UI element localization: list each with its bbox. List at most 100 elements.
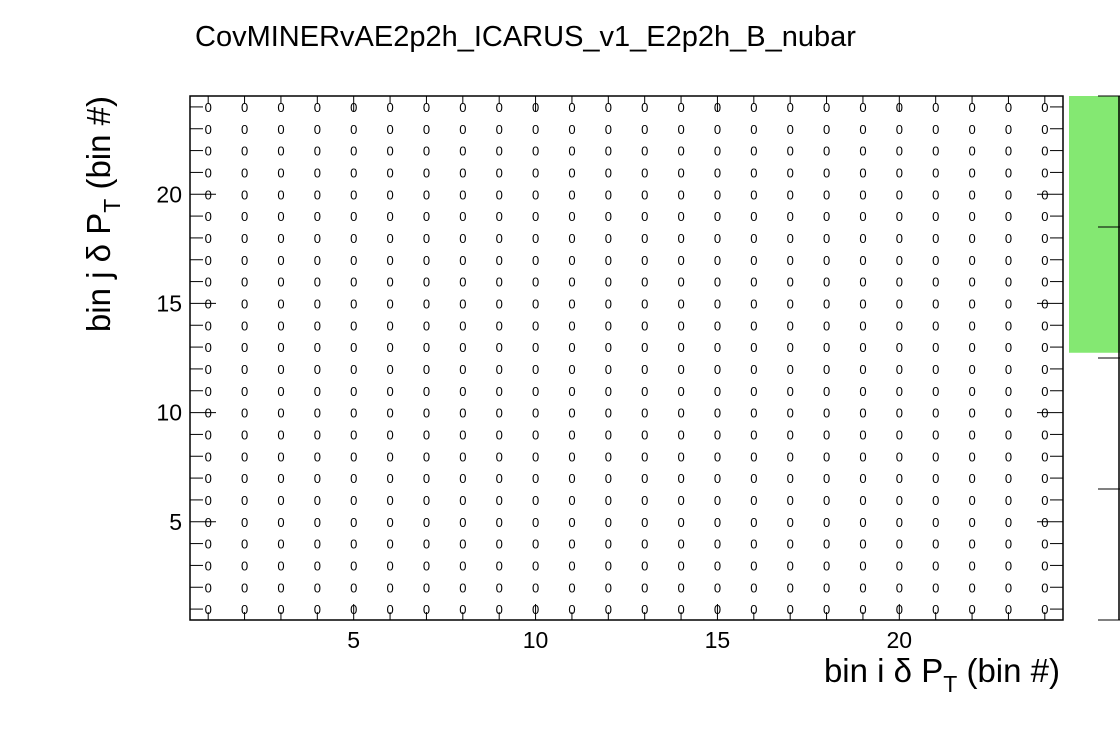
- cell-value: 0: [241, 427, 248, 442]
- cell-value: 0: [532, 209, 539, 224]
- cell-value: 0: [1005, 427, 1012, 442]
- cell-value: 0: [532, 253, 539, 268]
- cell-value: 0: [932, 187, 939, 202]
- cell-value: 0: [350, 580, 357, 595]
- cell-value: 0: [677, 406, 684, 421]
- cell-value: 0: [241, 209, 248, 224]
- cell-value: 0: [605, 580, 612, 595]
- cell-value: 0: [277, 580, 284, 595]
- cell-value: 0: [277, 515, 284, 530]
- cell-value: 0: [641, 449, 648, 464]
- cell-value: 0: [532, 515, 539, 530]
- cell-value: 0: [968, 493, 975, 508]
- cell-value: 0: [968, 187, 975, 202]
- cell-value: 0: [386, 296, 393, 311]
- cell-value: 0: [386, 253, 393, 268]
- cell-value: 0: [1005, 515, 1012, 530]
- cell-value: 0: [496, 384, 503, 399]
- cell-value: 0: [605, 406, 612, 421]
- cell-value: 0: [1005, 100, 1012, 115]
- cell-value: 0: [423, 449, 430, 464]
- cell-value: 0: [568, 209, 575, 224]
- cell-value: 0: [750, 275, 757, 290]
- cell-value: 0: [932, 537, 939, 552]
- cell-value: 0: [932, 122, 939, 137]
- cell-value: 0: [314, 275, 321, 290]
- cell-value: 0: [677, 253, 684, 268]
- cell-value: 0: [277, 537, 284, 552]
- cell-value: 0: [532, 427, 539, 442]
- cell-value: 0: [350, 122, 357, 137]
- cell-value: 0: [496, 275, 503, 290]
- cell-value: 0: [787, 471, 794, 486]
- cell-value: 0: [314, 406, 321, 421]
- cell-value: 0: [1041, 100, 1048, 115]
- cell-value: 0: [750, 231, 757, 246]
- cell-value: 0: [823, 384, 830, 399]
- cell-value: 0: [968, 362, 975, 377]
- cell-value: 0: [714, 558, 721, 573]
- cell-value: 0: [386, 122, 393, 137]
- cell-value: 0: [677, 275, 684, 290]
- cell-value: 0: [459, 471, 466, 486]
- cell-value: 0: [750, 253, 757, 268]
- cell-value: 0: [932, 449, 939, 464]
- cell-value: 0: [896, 209, 903, 224]
- cell-value: 0: [932, 515, 939, 530]
- cell-value: 0: [241, 558, 248, 573]
- cell-value: 0: [1041, 209, 1048, 224]
- cell-value: 0: [532, 471, 539, 486]
- cell-value: 0: [423, 340, 430, 355]
- cell-value: 0: [277, 602, 284, 617]
- cell-value: 0: [532, 187, 539, 202]
- cell-value: 0: [787, 362, 794, 377]
- cell-value: 0: [386, 384, 393, 399]
- cell-value: 0: [1005, 144, 1012, 159]
- cell-value: 0: [277, 471, 284, 486]
- cell-value: 0: [532, 318, 539, 333]
- cell-value: 0: [423, 296, 430, 311]
- cell-value: 0: [532, 122, 539, 137]
- cell-value: 0: [968, 253, 975, 268]
- cell-value: 0: [386, 602, 393, 617]
- cell-value: 0: [568, 231, 575, 246]
- cell-value: 0: [241, 318, 248, 333]
- cell-value: 0: [1005, 318, 1012, 333]
- cell-value: 0: [750, 209, 757, 224]
- cell-value: 0: [605, 340, 612, 355]
- cell-value: 0: [386, 144, 393, 159]
- cell-value: 0: [823, 253, 830, 268]
- cell-value: 0: [968, 100, 975, 115]
- cell-value: 0: [386, 449, 393, 464]
- cell-value: 0: [241, 537, 248, 552]
- cell-value: 0: [859, 100, 866, 115]
- cell-value: 0: [1041, 253, 1048, 268]
- cell-value: 0: [750, 340, 757, 355]
- cell-value: 0: [496, 165, 503, 180]
- cell-value: 0: [496, 515, 503, 530]
- cell-value: 0: [677, 493, 684, 508]
- cell-value: 0: [859, 209, 866, 224]
- cell-value: 0: [968, 209, 975, 224]
- cell-value: 0: [386, 165, 393, 180]
- cell-value: 0: [532, 165, 539, 180]
- cell-value: 0: [205, 340, 212, 355]
- cell-value: 0: [823, 296, 830, 311]
- cell-value: 0: [350, 318, 357, 333]
- cell-value: 0: [750, 558, 757, 573]
- cell-value: 0: [750, 580, 757, 595]
- cell-value: 0: [932, 427, 939, 442]
- cell-value: 0: [277, 296, 284, 311]
- cell-value: 0: [677, 122, 684, 137]
- cell-value: 0: [241, 340, 248, 355]
- cell-value: 0: [823, 231, 830, 246]
- cell-value: 0: [532, 384, 539, 399]
- cell-value: 0: [241, 100, 248, 115]
- cell-value: 0: [823, 340, 830, 355]
- cell-value: 0: [968, 602, 975, 617]
- cell-value: 0: [568, 165, 575, 180]
- cell-value: 0: [677, 384, 684, 399]
- cell-value: 0: [314, 515, 321, 530]
- cell-value: 0: [1005, 187, 1012, 202]
- cell-value: 0: [968, 515, 975, 530]
